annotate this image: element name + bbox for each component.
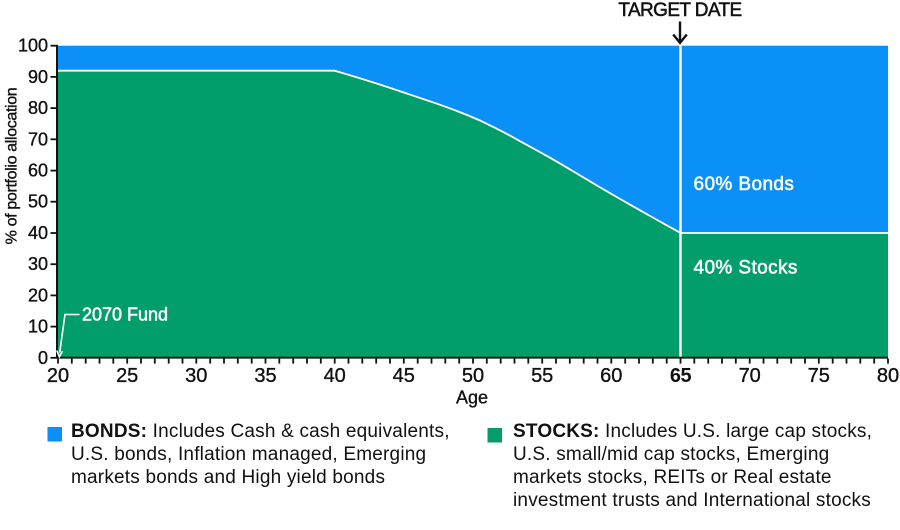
svg-text:10: 10 xyxy=(28,317,48,337)
svg-text:70: 70 xyxy=(28,129,48,149)
svg-text:75: 75 xyxy=(808,365,830,387)
svg-text:45: 45 xyxy=(393,365,415,387)
svg-text:70: 70 xyxy=(739,365,761,387)
svg-text:0: 0 xyxy=(38,348,48,368)
svg-text:Age: Age xyxy=(456,388,488,408)
svg-text:30: 30 xyxy=(28,254,48,274)
svg-text:2070 Fund: 2070 Fund xyxy=(82,304,168,324)
svg-text:100: 100 xyxy=(18,36,48,56)
svg-text:90: 90 xyxy=(28,67,48,87)
svg-text:65: 65 xyxy=(670,365,692,387)
svg-text:20: 20 xyxy=(28,285,48,305)
svg-text:40: 40 xyxy=(324,365,346,387)
svg-text:50: 50 xyxy=(462,365,484,387)
svg-text:40% Stocks: 40% Stocks xyxy=(694,258,798,279)
svg-text:40: 40 xyxy=(28,223,48,243)
svg-text:80: 80 xyxy=(28,98,48,118)
svg-text:35: 35 xyxy=(254,365,276,387)
svg-text:30: 30 xyxy=(185,365,207,387)
svg-text:60: 60 xyxy=(600,365,622,387)
svg-text:55: 55 xyxy=(531,365,553,387)
svg-text:50: 50 xyxy=(28,192,48,212)
svg-text:20: 20 xyxy=(47,365,69,387)
svg-text:% of portfolio allocation: % of portfolio allocation xyxy=(4,88,21,245)
svg-text:80: 80 xyxy=(877,365,899,387)
svg-text:60% Bonds: 60% Bonds xyxy=(694,174,795,195)
svg-text:TARGET DATE: TARGET DATE xyxy=(618,0,741,21)
svg-text:25: 25 xyxy=(116,365,138,387)
svg-text:60: 60 xyxy=(28,161,48,181)
